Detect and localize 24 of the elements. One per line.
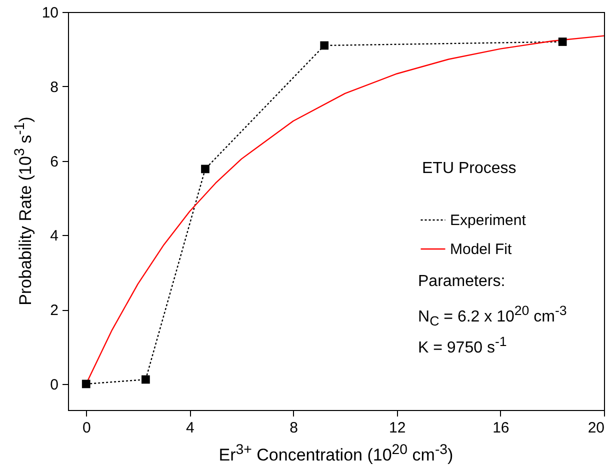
x-tick-label: 4 (186, 420, 194, 436)
legend-label: Experiment (450, 212, 527, 229)
annotation: K = 9750 s$^{-1}$ (418, 334, 507, 358)
point (558, 38, 567, 46)
legend-label: Model Fit (450, 241, 513, 258)
annotation: Parameters: (418, 273, 506, 291)
y-tick-label: 6 (50, 153, 58, 170)
y-tick-label: 10 (42, 4, 58, 22)
x-tick-label: 16 (492, 420, 510, 436)
x-tick-label: 0 (82, 420, 91, 436)
annotation: N$_{C}$ = 6.2 x 10$^{20}$ cm$^{-3}$ (418, 303, 567, 329)
x-tick-label: 8 (290, 420, 298, 436)
point (320, 41, 329, 50)
y-tick-label: 8 (50, 78, 58, 96)
y-tick-label: 2 (50, 302, 58, 320)
x-axis-title: Er$^{3+}$ Concentration (10$^{20}$ cm$^{-3}$) (218, 442, 454, 466)
point (201, 164, 210, 174)
y-tick-label: 4 (50, 228, 58, 245)
annotation: ETU Process (422, 160, 516, 178)
y-tick-label: 0 (50, 376, 58, 394)
x-tick-label: 20 (588, 420, 604, 436)
point (142, 375, 150, 384)
x-tick-label: 12 (389, 420, 406, 436)
point (82, 380, 90, 388)
